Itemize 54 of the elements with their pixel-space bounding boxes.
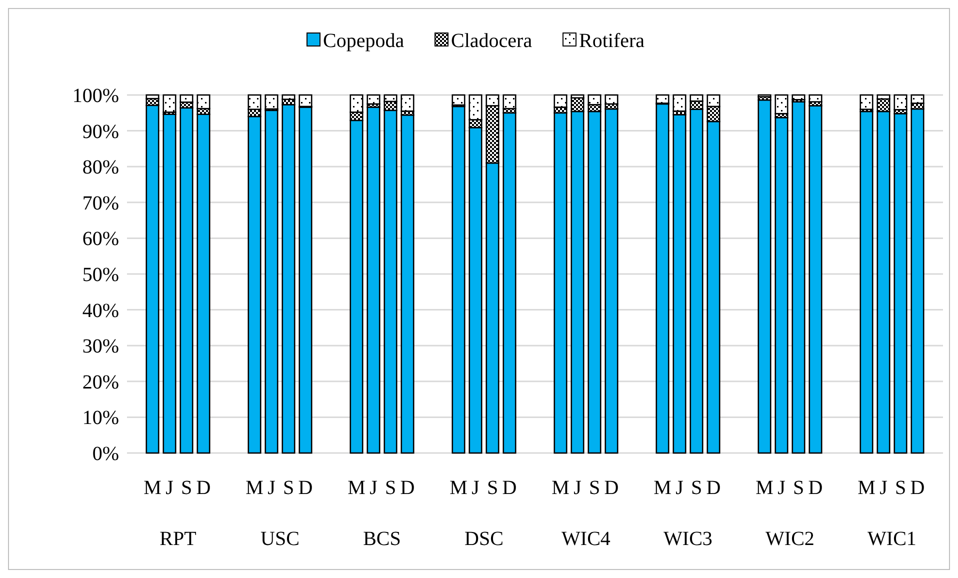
x-tick-label: D	[298, 477, 313, 499]
y-tick-label: 40%	[82, 300, 119, 322]
x-tick-label: J	[778, 477, 786, 499]
x-tick-label: J	[268, 477, 276, 499]
x-tick-label: M	[348, 477, 366, 499]
x-tick-label: J	[166, 477, 174, 499]
y-tick-label: 30%	[82, 336, 119, 358]
x-tick-label: M	[756, 477, 774, 499]
text: WIC1	[868, 528, 916, 550]
text: WIC2	[766, 528, 814, 550]
x-tick-label: S	[690, 477, 702, 499]
y-tick-label: 90%	[82, 120, 119, 143]
text: RPT	[160, 528, 196, 550]
text: BCS	[363, 528, 401, 550]
text: USC	[260, 528, 300, 550]
x-tick-label: S	[792, 477, 804, 499]
x-tick-label: J	[472, 477, 480, 499]
x-tick-label: S	[384, 477, 396, 499]
legend-label: Rotifera	[579, 30, 645, 52]
x-tick-label: D	[706, 477, 721, 499]
x-tick-label: J	[676, 477, 684, 499]
x-tick-label: S	[180, 477, 192, 499]
text: WIC4	[562, 528, 610, 550]
y-tick-label: 50%	[82, 264, 119, 286]
legend-label: Copepoda	[323, 30, 404, 52]
y-tick-label: 70%	[82, 192, 119, 214]
x-tick-label: S	[588, 477, 600, 499]
x-tick-label: J	[880, 477, 888, 499]
x-tick-label: D	[502, 477, 517, 499]
x-tick-label: D	[196, 477, 211, 499]
x-tick-label: M	[144, 477, 162, 499]
x-tick-label: M	[858, 477, 876, 499]
x-tick-label: M	[654, 477, 672, 499]
y-tick-label: 10%	[82, 407, 119, 430]
x-tick-label: S	[894, 477, 906, 499]
y-tick-label: 80%	[82, 156, 119, 179]
x-tick-label: S	[282, 477, 294, 499]
x-tick-label: D	[910, 477, 925, 499]
x-tick-label: S	[486, 477, 498, 499]
y-tick-label: 20%	[82, 371, 119, 394]
x-tick-label: D	[808, 477, 823, 499]
x-tick-label: M	[552, 477, 570, 499]
x-tick-label: M	[246, 477, 264, 499]
y-tick-label: 60%	[82, 228, 119, 250]
text: WIC3	[664, 528, 712, 550]
text: DSC	[464, 528, 504, 550]
legend-label: Cladocera	[451, 30, 532, 52]
x-tick-label: D	[400, 477, 415, 499]
x-tick-label: J	[370, 477, 378, 499]
y-tick-label: 100%	[72, 85, 119, 107]
x-tick-label: J	[574, 477, 582, 499]
y-tick-label: 0%	[92, 443, 119, 465]
x-tick-label: D	[604, 477, 619, 499]
x-tick-label: M	[450, 477, 468, 499]
